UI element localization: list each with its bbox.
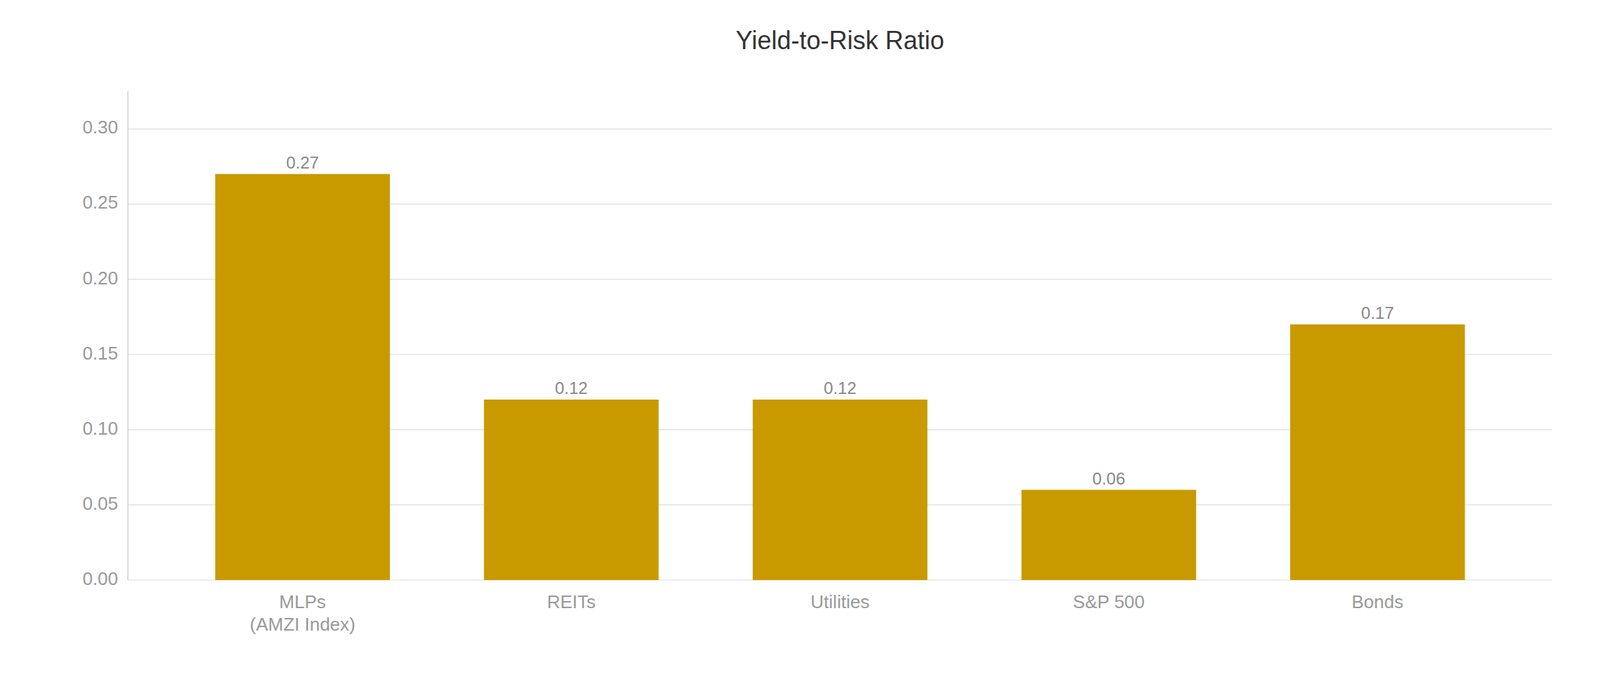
- data-labels: 0.27 0.12 0.12 0.06 0.17: [285, 153, 1395, 489]
- grid-line: [127, 128, 1553, 130]
- x-tick-label-line: MLPs: [278, 591, 326, 613]
- y-tick-label: 0.00: [82, 568, 119, 590]
- x-ticks: MLPs(AMZI Index) REITs Utilities S&P 500 Bon…: [249, 591, 1404, 636]
- y-tick-label: 0.20: [82, 267, 119, 289]
- x-tick-label-line: (AMZI Index): [249, 614, 355, 636]
- x-tick-label: Utilities: [810, 591, 870, 613]
- x-tick-label-line: S&P 500: [1072, 591, 1145, 613]
- bar: [1021, 490, 1197, 581]
- bar: [215, 174, 390, 581]
- data-label: 0.12: [823, 378, 857, 398]
- bar: [1290, 324, 1466, 581]
- background: [0, 0, 1600, 691]
- x-tick-label-line: Bonds: [1351, 591, 1404, 613]
- x-tick-label: Bonds: [1351, 591, 1404, 613]
- chart-container: 0.00 0.05 0.10 0.15 0.20 0.25 0.30 0.27 0.12 0.12…: [0, 0, 1600, 691]
- x-tick-label-line: REITs: [546, 591, 596, 613]
- data-label: 0.27: [285, 153, 320, 173]
- data-label: 0.12: [555, 378, 589, 398]
- x-tick-label: REITs: [546, 591, 596, 613]
- y-tick-label: 0.10: [82, 418, 119, 440]
- x-tick-label: MLPs(AMZI Index): [249, 591, 355, 636]
- bar: [484, 399, 660, 581]
- x-tick-label: S&P 500: [1072, 591, 1145, 613]
- title: Yield-to-Risk Ratio: [735, 25, 945, 55]
- data-label: 0.06: [1092, 469, 1126, 489]
- y-tick-label: 0.15: [82, 342, 119, 364]
- y-tick-label: 0.05: [82, 493, 119, 515]
- y-ticks: 0.00 0.05 0.10 0.15 0.20 0.25 0.30: [82, 116, 119, 589]
- data-label: 0.17: [1361, 303, 1395, 323]
- chart-svg: 0.00 0.05 0.10 0.15 0.20 0.25 0.30 0.27 0.12 0.12…: [0, 0, 1600, 691]
- y-axis-line: [127, 91, 129, 581]
- bar: [752, 399, 928, 581]
- x-tick-label-line: Utilities: [810, 591, 870, 613]
- y-tick-label: 0.30: [82, 116, 119, 138]
- bars: [215, 174, 1465, 581]
- y-tick-label: 0.25: [82, 191, 119, 213]
- grid: [127, 129, 1553, 581]
